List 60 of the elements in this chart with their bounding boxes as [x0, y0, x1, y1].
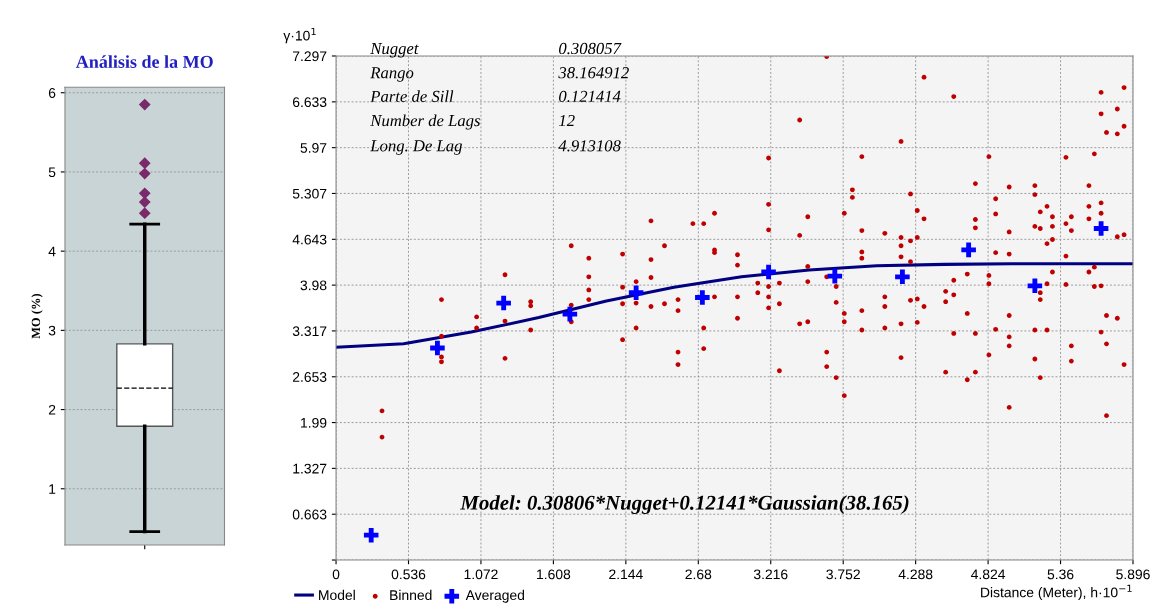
chart-title: Análisis de la MO	[75, 55, 213, 68]
point	[1027, 278, 1043, 294]
y-tick-label: 5	[48, 167, 56, 178]
annotation: Parte de Sill	[370, 90, 454, 103]
point	[895, 269, 910, 285]
y-tick-label: 6	[48, 88, 56, 98]
y-axis-title: MO (%)	[31, 293, 43, 339]
point	[628, 285, 644, 300]
x-tick-label: 5.896	[1116, 569, 1150, 580]
annotation: Rango	[370, 67, 414, 82]
point	[1093, 221, 1109, 236]
y-tick-label: 2.653	[292, 372, 327, 382]
y-tick-label: 1.327	[293, 463, 327, 474]
point	[496, 295, 511, 311]
y-axis-title: γ·10$^{1}$	[283, 27, 316, 44]
y-tick-label: 1	[49, 484, 56, 494]
text: 0.308057	[559, 42, 622, 55]
y-tick-label: 6.633	[292, 97, 327, 108]
y-tick-label: 5.307	[292, 188, 327, 199]
annotation: Long. De Lag	[370, 140, 462, 155]
x-tick-label: 4.288	[898, 569, 933, 580]
legend-label: Binned	[390, 589, 432, 601]
point	[430, 340, 445, 356]
point	[363, 527, 379, 543]
x-tick-label: 2.144	[609, 569, 643, 580]
point	[827, 268, 843, 284]
x-tick-label: 3.216	[753, 569, 788, 580]
y-tick-label: 2	[48, 404, 56, 415]
point	[761, 264, 776, 280]
x-axis-title: Distance (Meter), h·10$^{−1}$	[981, 584, 1132, 601]
legend-label: Averaged	[465, 589, 524, 603]
x-tick-label: 0.536	[391, 569, 426, 580]
x-tick-label: 3.752	[826, 569, 860, 580]
annotation: 12	[558, 115, 575, 127]
annotation: 4.913108	[558, 140, 621, 152]
y-tick-label: 0.663	[292, 509, 327, 520]
x-tick-label: 2.68	[685, 569, 712, 580]
y-tick-label: 5.97	[300, 142, 327, 153]
annotation: Number de Lags	[370, 114, 480, 130]
annotation: 0.121414	[559, 90, 621, 103]
y-tick-label: 7.297	[292, 51, 327, 62]
y-tick-label: 3.98	[300, 280, 327, 291]
legend-label: Model	[319, 589, 355, 601]
y-tick-label: 4.643	[292, 234, 327, 245]
y-tick-label: 4	[48, 246, 56, 257]
y-tick-label: 1.99	[301, 417, 327, 428]
x-tick-label: 1.072	[464, 569, 498, 580]
x-tick-label: 1.608	[537, 569, 571, 580]
point	[961, 242, 976, 258]
point	[562, 306, 578, 322]
x-tick-label: 0	[332, 569, 340, 580]
annotation: Model: 0.30806*Nugget+0.12141*Gaussian(38.165)	[460, 495, 909, 515]
annotation: Nugget	[370, 43, 419, 58]
x-tick-label: 4.824	[971, 569, 1006, 580]
y-tick-label: 3.317	[292, 326, 327, 337]
x-tick-label: 5.36	[1047, 569, 1074, 580]
point	[695, 290, 710, 305]
y-tick-label: 3	[48, 325, 56, 336]
annotation: 38.164912	[558, 67, 629, 79]
line-series	[336, 262, 1133, 349]
